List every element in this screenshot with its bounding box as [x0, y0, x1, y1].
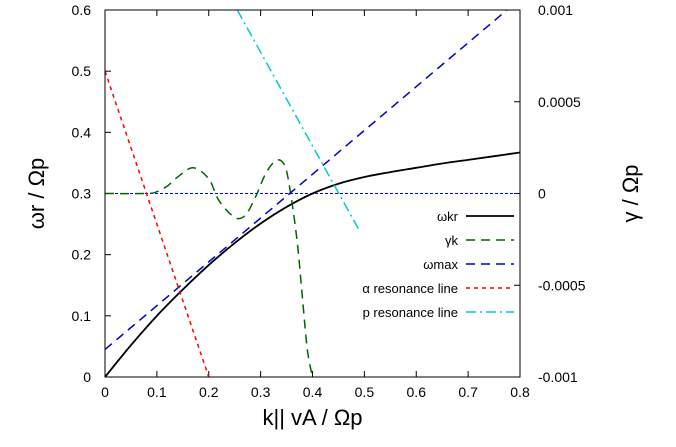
y-right-axis-label: γ / Ωp — [618, 164, 643, 222]
y-left-tick-label: 0.3 — [72, 186, 92, 202]
y-left-tick-label: 0.1 — [72, 308, 92, 324]
x-tick-label: 0.8 — [510, 384, 530, 400]
series-line-2 — [105, 10, 509, 351]
x-tick-label: 0.3 — [251, 384, 271, 400]
plot-frame — [104, 9, 521, 378]
series-line-1 — [105, 159, 314, 377]
legend-label-1: γk — [445, 233, 459, 248]
axis-labels: k|| vA / Ωp ωr / Ωp γ / Ωp — [24, 158, 643, 430]
y-left-tick-label: 0.5 — [72, 63, 92, 79]
series-line-3 — [105, 70, 210, 377]
plot-area — [105, 10, 520, 377]
legend-label-2: ωmax — [423, 257, 458, 272]
x-tick-label: 0.6 — [407, 384, 427, 400]
y-right-tick-label: -0.001 — [538, 369, 578, 385]
x-tick-label: 0.7 — [458, 384, 478, 400]
series-layer — [105, 10, 520, 377]
x-tick-label: 0.1 — [147, 384, 167, 400]
y-right-tick-label: 0.0005 — [538, 94, 581, 110]
x-axis-label: k|| vA / Ωp — [262, 405, 362, 430]
y-left-tick-label: 0.2 — [72, 247, 92, 263]
y-left-axis-label: ωr / Ωp — [24, 158, 49, 230]
legend-label-0: ωkr — [437, 209, 459, 224]
y-right-tick-label: -0.0005 — [538, 277, 586, 293]
y-right-tick-label: 0.001 — [538, 2, 573, 18]
y-left-tick-label: 0 — [83, 369, 91, 385]
series-line-0 — [105, 151, 520, 377]
x-tick-label: 0.5 — [355, 384, 375, 400]
x-tick-label: 0.2 — [199, 384, 219, 400]
y-left-tick-label: 0.4 — [72, 124, 92, 140]
y-left-tick-label: 0.6 — [72, 2, 92, 18]
legend-label-3: α resonance line — [362, 281, 458, 296]
x-tick-label: 0 — [101, 384, 109, 400]
x-tick-label: 0.4 — [303, 384, 323, 400]
y-right-tick-label: 0 — [538, 186, 546, 202]
legend: ωkr γk ωmax α resonance line p resonance lin… — [362, 209, 514, 320]
ticks-layer: 0 0.1 0.2 0.3 0.4 0.5 0.6 0.7 0.8 0 0.1 0.2 0.3 0.4 0.… — [72, 2, 586, 400]
legend-label-4: p resonance line — [363, 305, 458, 320]
series-line-4 — [236, 10, 360, 231]
